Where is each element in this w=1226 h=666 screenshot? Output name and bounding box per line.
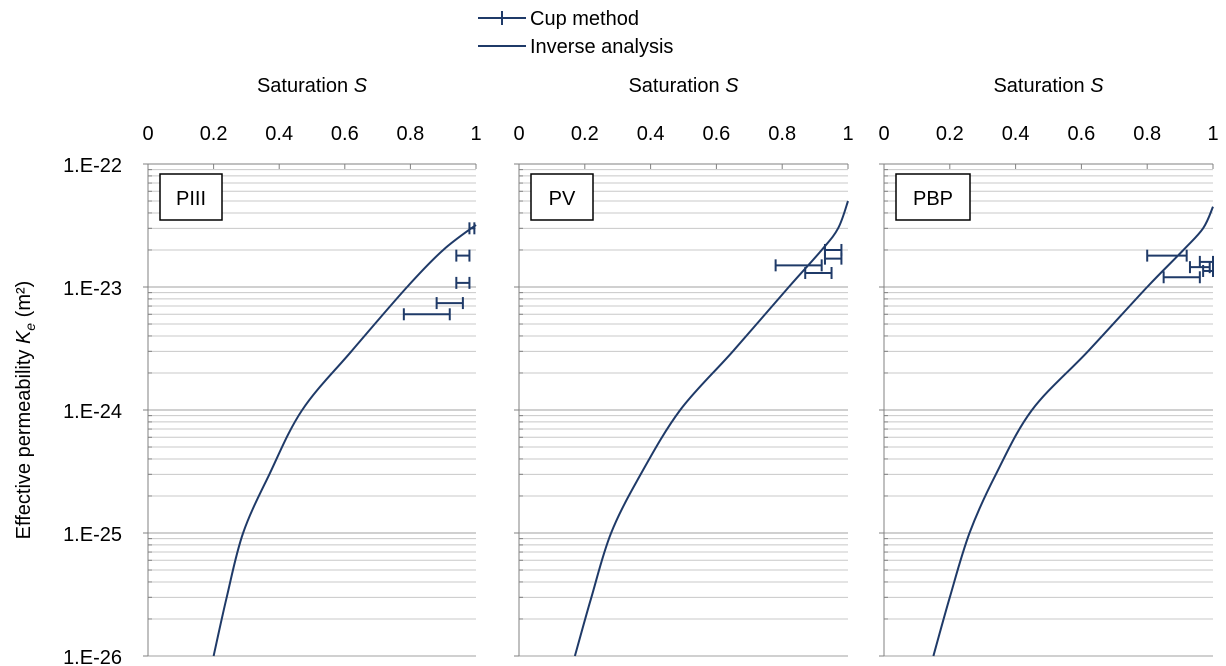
y-tick-labels: 1.E-22 1.E-23 1.E-24 1.E-25 1.E-26 (63, 155, 122, 666)
x-axis-title-text: Saturation (628, 75, 725, 97)
panel-label: PBP (913, 188, 953, 210)
legend: Cup method Inverse analysis (478, 8, 673, 58)
x-tick-label: 0.8 (396, 123, 424, 145)
x-axis-title-symbol: S (1090, 75, 1104, 97)
x-axis-title: Saturation S (993, 75, 1104, 97)
y-tick-label: 1.E-23 (63, 278, 122, 300)
y-tick-label: 1.E-24 (63, 401, 122, 423)
x-tick-label: 0 (142, 123, 153, 145)
x-tick-label: 0.4 (1002, 123, 1030, 145)
x-axis-title-symbol: S (725, 75, 739, 97)
x-tick-label: 0 (513, 123, 524, 145)
x-axis-title: Saturation S (257, 75, 368, 97)
panel-label: PIII (176, 188, 206, 210)
x-tick-label: 0.8 (1133, 123, 1161, 145)
y-tick-label: 1.E-25 (63, 524, 122, 546)
panel-pbp: 0 0.2 0.4 0.6 0.8 1 Saturation S PBP (878, 75, 1219, 657)
legend-cup-label: Cup method (530, 8, 639, 30)
panel-label-box (895, 173, 971, 221)
x-tick-label: 0.4 (637, 123, 665, 145)
y-axis-title-text: Effective permeability (13, 350, 35, 540)
panel-piii: 0 0.2 0.4 0.6 0.8 1 Saturation S PIII (142, 75, 482, 657)
panel-label-box (159, 173, 223, 221)
x-tick-label: 1 (470, 123, 481, 145)
inverse-analysis-curve (212, 224, 477, 657)
x-tick-label: 1 (1207, 123, 1218, 145)
x-tick-label: 0.6 (331, 123, 359, 145)
x-tick-label: 0.4 (265, 123, 293, 145)
x-axis-title-symbol: S (354, 75, 368, 97)
x-axis-title-text: Saturation (993, 75, 1090, 97)
x-tick-label: 0 (878, 123, 889, 145)
y-axis-title: Effective permeability Ke (m²) (13, 281, 38, 540)
panel-label: PV (549, 188, 576, 210)
legend-inverse-label: Inverse analysis (530, 36, 673, 58)
y-tick-label: 1.E-22 (63, 155, 122, 177)
x-axis-title: Saturation S (628, 75, 739, 97)
x-axis-title-text: Saturation (257, 75, 354, 97)
inverse-analysis-curve (932, 206, 1214, 657)
x-tick-label: 1 (842, 123, 853, 145)
panel-label-box (530, 173, 594, 221)
y-axis-title-unit: (m²) (13, 281, 35, 318)
x-tick-label: 0.2 (200, 123, 228, 145)
y-axis-title-subscript: e (22, 323, 38, 331)
x-tick-label: 0.6 (702, 123, 730, 145)
x-tick-label: 0.8 (768, 123, 796, 145)
y-axis-title-symbol: K (13, 329, 35, 344)
y-tick-label: 1.E-26 (63, 647, 122, 666)
x-tick-label: 0.2 (571, 123, 599, 145)
panel-pv: 0 0.2 0.4 0.6 0.8 1 Saturation S PV (513, 75, 854, 657)
inverse-analysis-curve (573, 200, 849, 657)
x-tick-label: 0.2 (936, 123, 964, 145)
x-tick-label: 0.6 (1067, 123, 1095, 145)
